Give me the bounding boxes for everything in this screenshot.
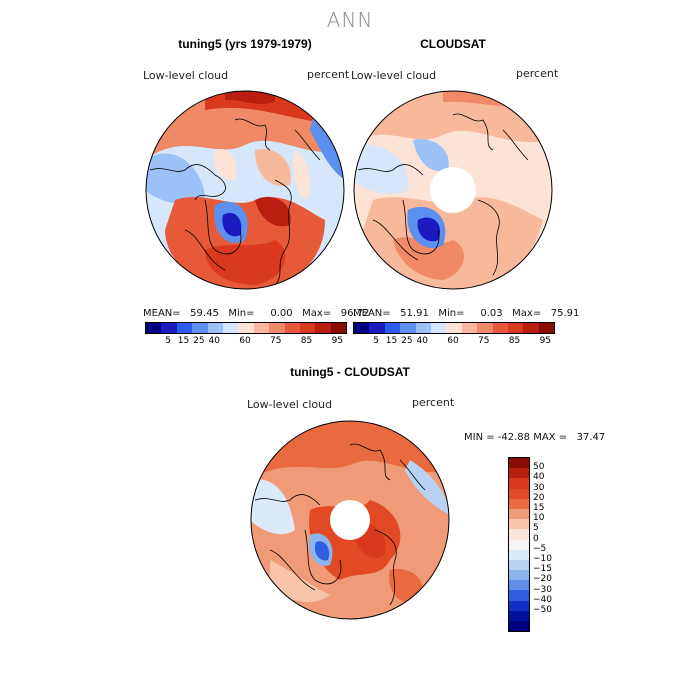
colorbar-tick-label: 50 [533,462,545,473]
colorbar-swatch [509,539,529,550]
units-label: percent [516,67,559,80]
colorbar-swatch [509,580,529,591]
colorbar-swatch [477,323,493,333]
colorbar-swatch [509,610,529,621]
colorbar-swatch [222,323,239,333]
units-label: percent [412,396,455,409]
colorbar-swatch [415,323,431,333]
panel-title-diff: tuning5 - CLOUDSAT [290,365,410,379]
variable-label: Low-level cloud [247,398,333,411]
colorbar-tick-label: 75 [270,336,282,346]
colorbar-swatch [538,323,555,333]
colorbar-model [145,322,347,334]
colorbar-obs-labels: 5 15 25 40 60 75 85 95 [353,336,553,348]
colorbar-swatch [207,323,223,333]
colorbar-swatch [509,458,529,469]
panel-stats-model: MEAN= 59.45 Min= 0.00 Max= 96.72 [143,308,370,319]
colorbar-tick-label: 25 [401,336,413,346]
colorbar-swatch [509,590,529,601]
colorbar-tick-label: 60 [447,336,459,346]
colorbar-tick-label: 15 [533,503,545,513]
colorbar-tick-label: 25 [193,336,205,346]
colorbar-tick-label: 0 [533,533,539,544]
colorbar-tick-label: 15 [177,336,190,346]
colorbar-swatch [161,323,177,333]
colorbar-tick-label: −5 [533,543,547,554]
colorbar-swatch [492,323,508,333]
variable-label: Low-level cloud [143,69,229,82]
polar-map-obs [353,90,553,290]
colorbar-tick-label: −50 [533,605,552,615]
colorbar-swatch [176,323,193,333]
colorbar-swatch [330,323,347,333]
colorbar-model-labels: 5 15 25 40 60 75 85 95 [145,336,345,348]
variable-label: Low-level cloud [351,69,437,82]
colorbar-tick-label: −10 [533,554,552,564]
colorbar-swatch [315,323,331,333]
colorbar-swatch [507,323,524,333]
colorbar-swatch [269,323,285,333]
colorbar-swatch [446,323,462,333]
colorbar-swatch [192,323,208,333]
polar-map-diff [250,420,450,620]
panel-stats-diff: MIN = -42.88 MAX = 37.47 [464,432,606,443]
colorbar-swatch [509,621,529,632]
colorbar-tick-label: 95 [539,336,552,346]
colorbar-tick-label: −20 [533,574,552,585]
colorbar-swatch [509,488,529,499]
colorbar-swatch [509,529,529,540]
colorbar-swatch [253,323,270,333]
colorbar-tick-label: 40 [416,336,428,346]
colorbar-tick-label: 15 [385,336,398,346]
panel-title-obs: CLOUDSAT [420,37,486,51]
colorbar-swatch [509,600,529,611]
colorbar-tick-label: 60 [239,336,251,346]
colorbar-tick-label: 85 [508,336,521,346]
panel-title-model: tuning5 (yrs 1979-1979) [178,37,312,51]
colorbar-tick-label: 20 [533,492,545,503]
colorbar-tick-label: −15 [533,564,552,575]
colorbar-swatch [509,478,529,489]
colorbar-swatch [523,323,539,333]
panel-stats-obs: MEAN= 51.91 Min= 0.03 Max= 75.91 [353,308,580,319]
colorbar-tick-label: 95 [331,336,344,346]
colorbar-swatch [461,323,478,333]
colorbar-swatch [509,570,529,581]
colorbar-tick-label: 30 [533,482,545,493]
colorbar-swatch [354,323,370,333]
colorbar-diff-labels: 50 40 30 20 15 10 5 0 −5 −10 −15 −20 −30 −40 −50 [533,457,573,632]
colorbar-swatch [299,323,316,333]
units-label: percent [307,68,350,81]
colorbar-swatch [146,323,162,333]
colorbar-swatch [369,323,385,333]
colorbar-swatch [430,323,447,333]
colorbar-swatch [509,508,529,520]
colorbar-swatch [238,323,254,333]
colorbar-diff [508,457,530,633]
colorbar-tick-label: −40 [533,594,552,605]
colorbar-swatch [509,519,529,530]
colorbar-swatch [384,323,401,333]
colorbar-swatch [400,323,416,333]
colorbar-tick-label: 40 [533,472,545,483]
colorbar-tick-label: 40 [208,336,220,346]
figure-title: ANN [326,8,374,32]
colorbar-tick-label: 5 [533,523,539,534]
colorbar-swatch [509,468,529,479]
colorbar-tick-label: 5 [373,336,379,346]
colorbar-tick-label: 75 [478,336,490,346]
colorbar-swatch [284,323,300,333]
colorbar-obs [353,322,555,334]
colorbar-swatch [509,498,529,509]
colorbar-tick-label: 85 [300,336,313,346]
polar-map-model [145,90,345,290]
colorbar-swatch [509,549,529,560]
colorbar-tick-label: −30 [533,584,552,595]
colorbar-tick-label: 5 [165,336,171,346]
colorbar-tick-label: 10 [533,513,545,524]
colorbar-swatch [509,559,529,571]
